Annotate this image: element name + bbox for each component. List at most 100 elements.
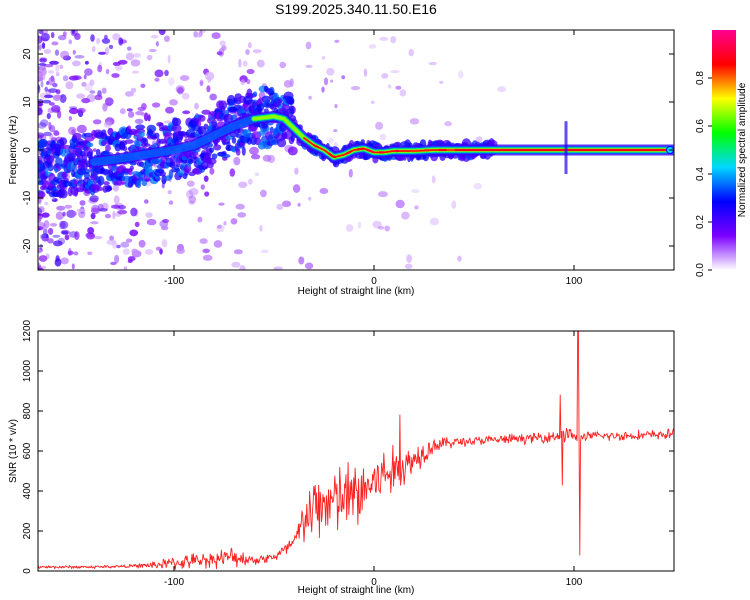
spectrogram-noise-blob xyxy=(38,43,43,50)
spectrogram-noise-blob xyxy=(101,38,111,44)
spectrogram-noise-blob xyxy=(48,102,55,106)
spectrogram-noise-blob xyxy=(375,121,384,130)
spectrogram-noise-blob xyxy=(38,206,45,213)
spectrogram-noise-blob xyxy=(276,203,284,211)
spectrogram-noise-blob xyxy=(110,204,121,209)
spectrogram-ridge-hotspot xyxy=(328,152,337,158)
spectrogram-noise-blob xyxy=(161,239,168,248)
spectrogram-noise-blob xyxy=(326,67,335,76)
spectrogram-noise-blob xyxy=(475,136,483,143)
spectrogram-ridge-blob xyxy=(196,120,202,127)
spectrogram-noise-blob xyxy=(98,51,107,55)
spectrogram-noise-blob xyxy=(48,70,54,74)
spectrogram-noise-blob xyxy=(84,60,89,65)
colorbar-label: Normalized spectral amplitude xyxy=(737,82,748,217)
spectrogram-noise-blob xyxy=(294,167,299,175)
spectrogram-noise-blob xyxy=(188,187,199,196)
spectrogram-ridge-blob xyxy=(83,172,91,179)
x-tick-label: 0 xyxy=(371,577,377,588)
spectrogram-noise-blob xyxy=(233,249,243,255)
spectrogram-noise-blob xyxy=(89,195,99,203)
spectrogram-noise-blob xyxy=(246,79,251,85)
spectrogram-noise-blob xyxy=(237,212,246,218)
spectrogram-noise-blob xyxy=(130,207,138,217)
spectrogram-noise-blob xyxy=(96,37,101,45)
spectrogram-ridge-blob xyxy=(135,124,146,130)
spectrogram-noise-blob xyxy=(38,63,47,66)
spectrogram-noise-blob xyxy=(390,70,400,74)
spectrogram-noise-blob xyxy=(368,44,377,49)
spectrogram-ridge-blob xyxy=(95,148,101,157)
spectrogram-noise-blob xyxy=(38,44,42,52)
figure-title: S199.2025.340.11.50.E16 xyxy=(275,1,437,17)
spectrogram-ylabel: Frequency (Hz) xyxy=(8,116,19,185)
spectrogram-noise-blob xyxy=(72,60,81,67)
spectrogram-noise-blob xyxy=(164,69,169,77)
spectrogram-ridge-blob xyxy=(201,109,211,115)
spectrogram-noise-blob xyxy=(79,200,86,206)
spectrogram-noise-blob xyxy=(38,216,42,223)
colorbar-tick-label: 0.8 xyxy=(695,71,706,85)
spectrogram-noise-blob xyxy=(131,248,138,254)
snr-xlabel: Height of straight line (km) xyxy=(298,585,415,596)
spectrogram-ridge-blob xyxy=(223,113,234,123)
spectrogram-ridge-blob xyxy=(265,102,270,107)
spectrogram-noise-blob xyxy=(134,118,144,125)
spectrogram-noise-blob xyxy=(41,237,51,242)
spectrogram-ridge-blob xyxy=(211,153,218,160)
spectrogram-noise-blob xyxy=(130,87,137,93)
spectrogram-noise-blob xyxy=(56,205,66,211)
y-tick-label: -20 xyxy=(22,238,33,253)
spectrogram-noise-blob xyxy=(379,36,389,41)
spectrogram-noise-blob xyxy=(109,235,114,241)
spectrogram-noise-blob xyxy=(155,41,159,47)
spectrogram-noise-blob xyxy=(428,62,437,66)
spectrogram-noise-blob xyxy=(38,30,44,35)
spectrogram-ridge-blob xyxy=(43,180,50,189)
spectrogram-noise-blob xyxy=(49,60,59,65)
spectrogram-noise-blob xyxy=(279,61,287,69)
spectrogram-noise-blob xyxy=(38,226,44,231)
spectrogram-noise-blob xyxy=(129,229,139,237)
spectrogram-noise-blob xyxy=(68,126,77,135)
spectrogram-noise-blob xyxy=(69,106,78,110)
spectrogram-noise-blob xyxy=(116,244,121,249)
spectrogram-ridge-blob xyxy=(124,139,134,144)
spectrogram-ridge-blob xyxy=(47,164,54,172)
spectrogram-noise-blob xyxy=(188,195,197,204)
spectrogram-noise-blob xyxy=(283,80,292,88)
y-tick-label: 600 xyxy=(22,442,33,459)
spectrogram-noise-blob xyxy=(372,220,382,229)
spectrogram-ridge-blob xyxy=(95,186,104,192)
spectrogram-noise-blob xyxy=(71,129,76,135)
spectrogram-ridge-blob xyxy=(122,145,128,152)
snr-line xyxy=(38,331,674,570)
spectrogram-noise-blob xyxy=(103,121,112,128)
spectrogram-noise-blob xyxy=(43,220,50,229)
spectrogram-noise-blob xyxy=(199,80,204,87)
spectrogram-noise-blob xyxy=(231,261,241,268)
spectrogram-noise-blob xyxy=(97,64,103,73)
spectrogram-noise-blob xyxy=(72,49,76,55)
x-tick-label: -100 xyxy=(164,577,184,588)
spectrogram-noise-blob xyxy=(457,255,462,262)
spectrogram-noise-blob xyxy=(62,75,69,82)
spectrogram-noise-blob xyxy=(162,218,170,223)
spectrogram-noise-blob xyxy=(115,65,123,71)
colorbar-tick-label: 0.0 xyxy=(695,263,706,277)
spectrogram-noise-blob xyxy=(211,32,221,39)
spectrogram-noise-blob xyxy=(240,79,246,86)
spectrogram-noise-blob xyxy=(209,167,215,175)
spectrogram-noise-blob xyxy=(91,46,96,53)
spectrogram-ridge-blob xyxy=(241,146,246,156)
spectrogram-noise-blob xyxy=(251,154,261,160)
spectrogram-noise-blob xyxy=(249,146,259,155)
spectrogram-noise-blob xyxy=(304,262,314,270)
spectrogram-ridge-blob xyxy=(171,124,182,133)
spectrogram-noise-blob xyxy=(87,251,93,256)
spectrogram-noise-blob xyxy=(41,30,49,35)
spectrogram-noise-blob xyxy=(154,69,164,78)
spectrogram-noise-blob xyxy=(179,75,190,81)
spectrogram-ridge-blob xyxy=(213,144,222,151)
spectrogram-noise-blob xyxy=(196,32,202,38)
